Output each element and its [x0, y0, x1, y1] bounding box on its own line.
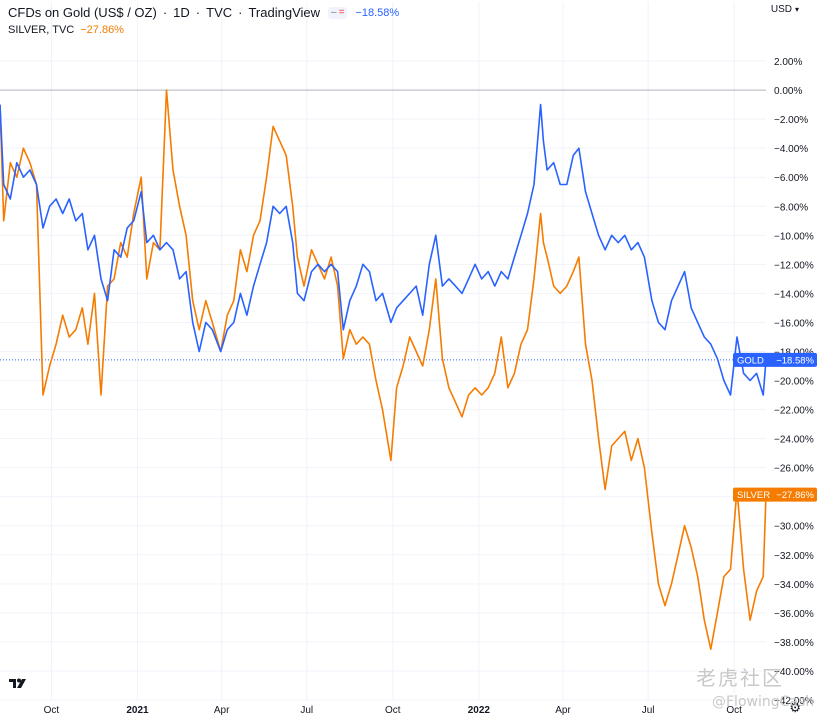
x-tick-label: 2022 — [468, 705, 491, 716]
series-layer — [0, 89, 767, 650]
series-line-silver — [0, 89, 767, 650]
price-label-silver: SILVER −27.86% — [733, 487, 817, 502]
legend-silver-title: SILVER, TVC — [8, 24, 75, 36]
y-tick-label: −38.00% — [774, 638, 814, 649]
x-tick-label: Apr — [214, 705, 230, 716]
minus-icon: ‒ — [331, 6, 337, 18]
x-tick-label: Oct — [44, 705, 60, 716]
y-tick-label: −36.00% — [774, 609, 814, 620]
x-tick-label: 2021 — [126, 705, 149, 716]
y-tick-label: 2.00% — [774, 57, 802, 68]
x-tick-label: Apr — [555, 705, 571, 716]
y-tick-label: −6.00% — [774, 173, 808, 184]
watermark-handle: @FlowingCash — [712, 694, 815, 710]
y-tick-label: −30.00% — [774, 522, 814, 533]
y-tick-label: −42.00% — [774, 696, 814, 707]
gear-icon[interactable]: ⚙ — [789, 700, 801, 715]
series-line-gold — [0, 103, 767, 396]
currency-label: USD — [770, 4, 792, 15]
legend-source: TVC — [206, 5, 233, 20]
y-tick-label: −24.00% — [774, 435, 814, 446]
price-label-name: GOLD — [737, 355, 764, 366]
y-tick-label: −26.00% — [774, 464, 814, 475]
y-tick-label: −12.00% — [774, 260, 814, 271]
y-tick-label: −34.00% — [774, 580, 814, 591]
y-tick-label: −4.00% — [774, 144, 808, 155]
price-label-background — [733, 352, 817, 367]
currency-selector[interactable]: USD ▾ — [771, 4, 799, 15]
equals-icon: = — [338, 6, 345, 18]
legend-silver-change: −27.86% — [80, 24, 124, 36]
legend-gold-title: CFDs on Gold (US$ / OZ) — [8, 5, 157, 20]
y-tick-label: 0.00% — [774, 86, 802, 97]
y-tick-label: −22.00% — [774, 406, 814, 417]
y-tick-label: −32.00% — [774, 551, 814, 562]
legend-interval[interactable]: 1D — [173, 5, 190, 20]
x-tick-label: Jul — [642, 705, 655, 716]
price-label-background — [733, 487, 817, 502]
chevron-down-icon: ▾ — [794, 5, 799, 14]
legend-provider: TradingView — [248, 5, 321, 20]
price-labels: GOLD −18.58% SILVER −27.86% — [733, 352, 817, 502]
x-tick-label: Jul — [300, 705, 313, 716]
price-label-name: SILVER — [737, 490, 770, 501]
y-tick-label: −10.00% — [774, 231, 814, 242]
legend-gold-change: −18.58% — [355, 6, 400, 19]
y-tick-label: −16.00% — [774, 318, 814, 329]
price-label-value: −18.58% — [776, 355, 814, 366]
legend-gold[interactable]: CFDs on Gold (US$ / OZ) · 1D · TVC · Tra… — [8, 5, 399, 20]
y-tick-label: −8.00% — [774, 202, 808, 213]
legend-silver[interactable]: SILVER, TVC −27.86% — [8, 24, 124, 36]
legend-separator: · — [162, 5, 168, 20]
watermark-brand: 老虎社区 — [696, 666, 784, 690]
axes: 2.00% 0.00% −2.00% −4.00% −6.00% −8.00% −10.00… — [44, 57, 814, 716]
price-label-value: −27.86% — [776, 490, 814, 501]
legend-separator: · — [195, 5, 201, 20]
tradingview-logo-shape — [9, 678, 26, 688]
chart-grid — [0, 2, 766, 701]
y-tick-label: −40.00% — [774, 667, 814, 678]
legend-separator: · — [238, 5, 243, 20]
y-tick-label: −2.00% — [774, 115, 808, 126]
x-tick-label: Oct — [385, 705, 401, 716]
legend-collapse-button[interactable]: ‒ = — [328, 6, 348, 19]
tradingview-logo-icon[interactable] — [9, 677, 29, 692]
x-tick-label: Oct — [726, 705, 742, 716]
price-label-gold: GOLD −18.58% — [733, 352, 817, 367]
y-tick-label: −14.00% — [774, 289, 814, 300]
y-tick-label: −20.00% — [774, 377, 814, 388]
